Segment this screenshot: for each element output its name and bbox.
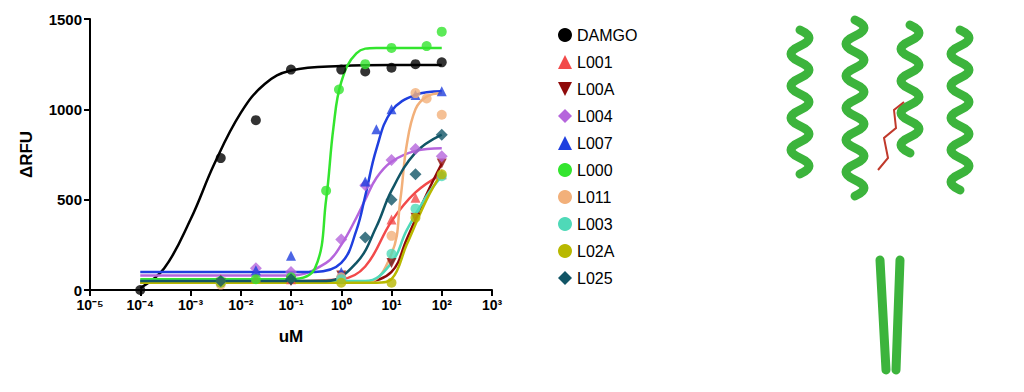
svg-text:500: 500	[57, 191, 82, 208]
svg-text:10⁻⁴: 10⁻⁴	[127, 297, 155, 313]
svg-text:L001: L001	[577, 54, 613, 71]
svg-text:DAMGO: DAMGO	[577, 27, 637, 44]
svg-text:0: 0	[74, 282, 82, 299]
svg-text:ΔRFU: ΔRFU	[17, 131, 36, 178]
svg-text:L004: L004	[577, 108, 613, 125]
svg-text:L00A: L00A	[577, 81, 615, 98]
svg-text:10¹: 10¹	[381, 297, 402, 313]
svg-text:L011: L011	[577, 189, 612, 206]
svg-text:L025: L025	[577, 270, 613, 287]
svg-text:10⁻²: 10⁻²	[228, 297, 254, 313]
svg-text:10⁻⁵: 10⁻⁵	[76, 297, 103, 313]
svg-text:uM: uM	[279, 327, 304, 346]
svg-text:10²: 10²	[432, 297, 453, 313]
svg-text:1000: 1000	[49, 101, 82, 118]
svg-text:10³: 10³	[482, 297, 503, 313]
svg-text:L003: L003	[577, 216, 613, 233]
svg-text:10⁻³: 10⁻³	[178, 297, 204, 313]
svg-text:L02A: L02A	[577, 243, 615, 260]
svg-text:L000: L000	[577, 162, 613, 179]
svg-text:L007: L007	[577, 135, 613, 152]
svg-text:1500: 1500	[49, 11, 82, 28]
svg-text:10⁰: 10⁰	[331, 297, 352, 313]
svg-text:10⁻¹: 10⁻¹	[278, 297, 304, 313]
